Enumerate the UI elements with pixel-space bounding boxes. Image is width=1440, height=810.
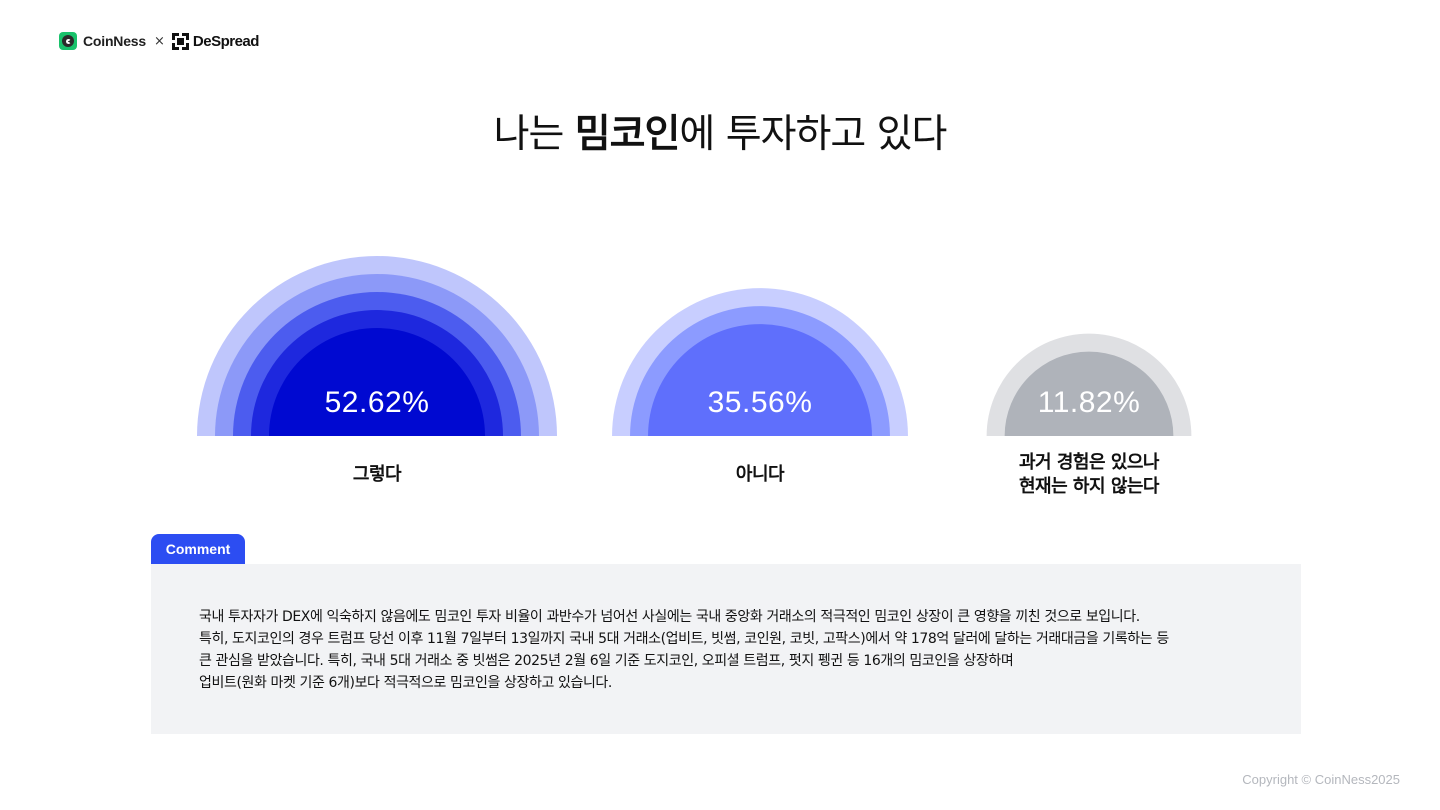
category-label-line: 그렇다	[352, 464, 402, 485]
title-prefix: 나는	[493, 112, 575, 157]
comment-line: 업비트(원화 마켓 기준 6개)보다 적극적으로 밈코인을 상장하고 있습니다.	[199, 675, 612, 691]
copyright-text: Copyright © CoinNess2025	[1242, 772, 1400, 787]
comment-line: 특히, 도지코인의 경우 트럼프 당선 이후 11월 7일부터 13일까지 국내…	[199, 631, 1169, 647]
category-label-0: 그렇다	[247, 463, 507, 487]
semicircle-ring-0-4	[269, 328, 485, 436]
comment-line: 큰 관심을 받았습니다. 특히, 국내 5대 거래소 중 빗썸은 2025년 2…	[199, 653, 1014, 669]
comment-box: 국내 투자자가 DEX에 익숙하지 않음에도 밈코인 투자 비율이 과반수가 넘…	[151, 564, 1301, 734]
value-label-0: 52.62%	[324, 386, 430, 419]
comment-tab: Comment	[151, 534, 245, 564]
value-label-2: 11.82%	[1037, 386, 1141, 419]
title-suffix: 에 투자하고 있다	[679, 112, 947, 157]
category-label-line: 현재는 하지 않는다	[1018, 476, 1160, 497]
despread-logo-text: DeSpread	[192, 32, 260, 50]
logo-separator: ×	[153, 33, 165, 49]
chart-canvas	[197, 256, 1192, 436]
coinness-logo-text: CoinNess	[83, 33, 146, 49]
semicircle-ring-1-2	[648, 324, 872, 436]
comment-text: 국내 투자자가 DEX에 익숙하지 않음에도 밈코인 투자 비율이 과반수가 넘…	[199, 606, 1269, 694]
title-bold: 밈코인	[574, 112, 681, 157]
category-label-1: 아니다	[630, 463, 890, 487]
value-label-1: 35.56%	[707, 386, 813, 419]
despread-logo-icon	[171, 32, 189, 50]
coinness-logo-icon	[59, 32, 77, 50]
comment-line: 국내 투자자가 DEX에 익숙하지 않음에도 밈코인 투자 비율이 과반수가 넘…	[199, 609, 1140, 625]
category-label-line: 과거 경험은 있으나	[1018, 452, 1160, 473]
semicircle-ring-2-1	[1004, 351, 1174, 436]
header-logos: CoinNess × DeSpread	[59, 31, 259, 51]
page-title: 나는 밈코인에 투자하고 있다	[0, 103, 1440, 159]
category-label-line: 아니다	[735, 464, 785, 485]
